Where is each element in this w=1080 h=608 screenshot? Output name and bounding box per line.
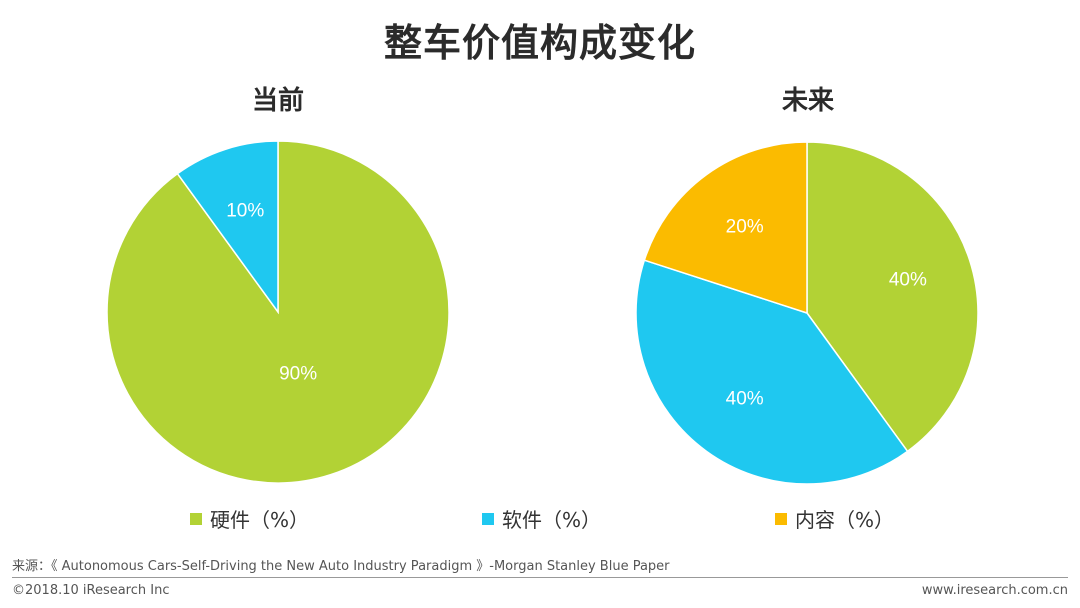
- legend-swatch-content: [775, 512, 787, 525]
- pie-title-future: 未来: [781, 86, 834, 116]
- legend-swatch-hardware: [190, 512, 202, 525]
- pie-0-label-software: 10%: [226, 201, 264, 222]
- pie-1-label-software: 40%: [726, 388, 764, 409]
- pie-title-current: 当前: [251, 86, 304, 116]
- legend-swatch-software: [482, 512, 494, 525]
- legend-label-content: 内容（%）: [795, 508, 895, 532]
- copyright: ©2018.10 iResearch Inc: [12, 583, 170, 598]
- pie-1-label-hardware: 40%: [889, 270, 927, 291]
- pie-0-slice-hardware: [106, 140, 450, 484]
- pie-1-label-content: 20%: [726, 217, 764, 238]
- legend-label-software: 软件（%）: [502, 508, 602, 532]
- legend-item-hardware: 硬件（%）: [190, 504, 309, 533]
- website-link[interactable]: www.iresearch.com.cn: [921, 583, 1068, 598]
- pie-1-slice-content: [643, 141, 808, 315]
- source-note: 来源：《 Autonomous Cars-Self-Driving the Ne…: [12, 559, 670, 574]
- legend-item-content: 内容（%）: [775, 504, 894, 533]
- pie-charts: 90% 10% 40% 40% 20%: [106, 140, 979, 485]
- legend-label-hardware: 硬件（%）: [210, 508, 310, 532]
- footer-divider: [12, 577, 1068, 578]
- pie-0-label-hardware: 90%: [279, 363, 317, 384]
- pie-1-slice-hardware: [806, 141, 979, 453]
- legend-item-software: 软件（%）: [482, 504, 601, 533]
- pie-1-slice-software: [635, 259, 909, 485]
- chart-title: 整车价值构成变化: [383, 21, 696, 65]
- pie-0-slice-software: [176, 140, 279, 315]
